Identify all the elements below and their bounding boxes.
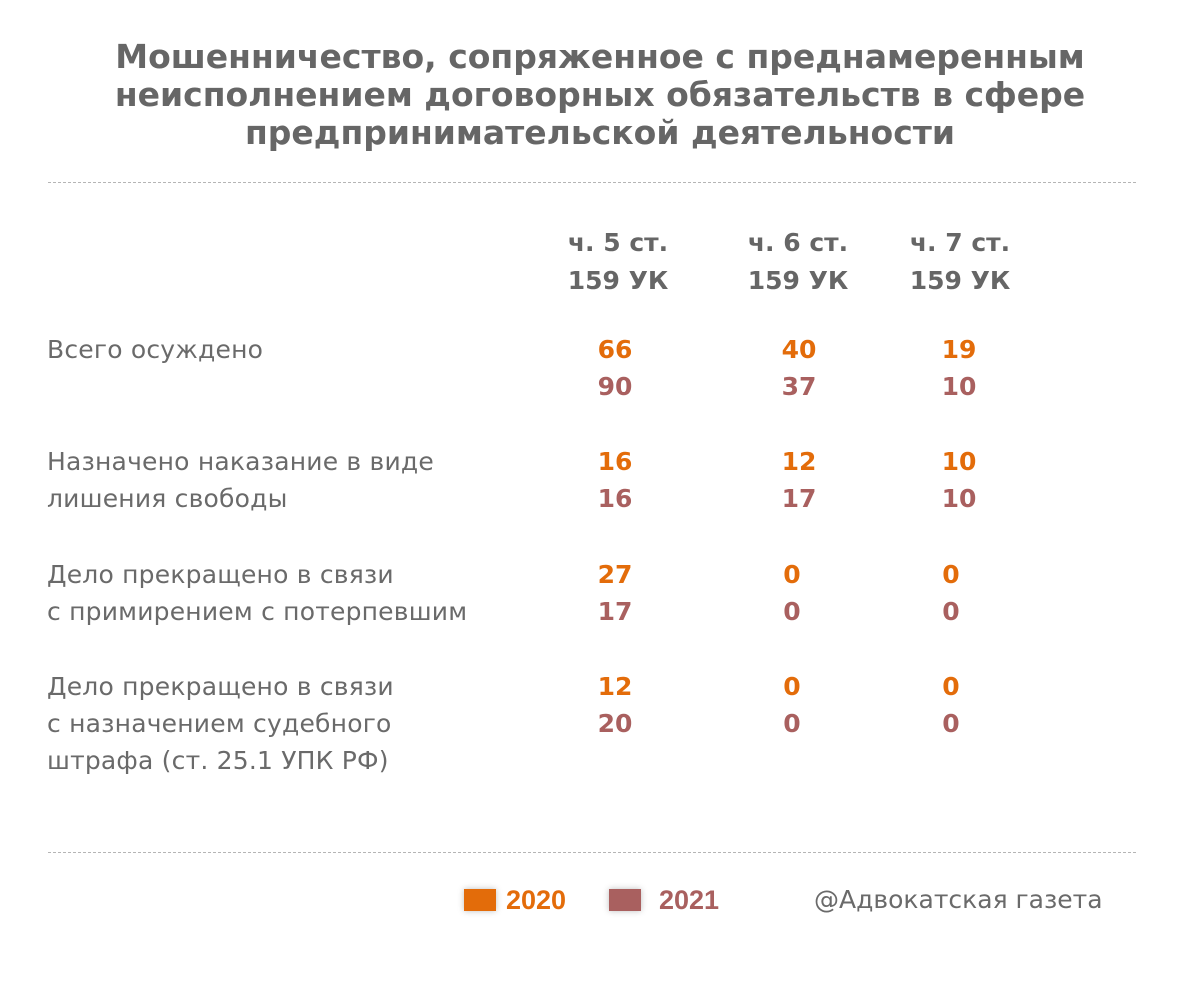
legend-item-2020: 2020 [464, 880, 566, 920]
row-label-court-fine-line-1: Дело прекращено в связи [47, 672, 394, 701]
value-2021-reconciliation-part-5: 17 [597, 597, 633, 626]
chart-title: Мошенничество, сопряженное с преднамерен… [40, 38, 1160, 152]
value-2021-imprisonment-part-7: 10 [941, 484, 977, 513]
value-2020-total-part-6: 40 [781, 335, 817, 364]
value-2021-court-fine-part-5: 20 [597, 709, 633, 738]
value-2020-reconciliation-part-7: 0 [942, 560, 960, 589]
source-credit: @Адвокатская газета [814, 885, 1103, 914]
chart-title-line-2: неисполнением договорных обязательств в … [114, 75, 1086, 114]
value-2020-court-fine-part-6: 0 [783, 672, 801, 701]
value-2021-reconciliation-part-6: 0 [783, 597, 801, 626]
legend-swatch-2021 [609, 889, 641, 911]
bottom-divider [48, 852, 1136, 853]
column-header-part-5-line-1: ч. 5 ст. [567, 228, 669, 257]
column-header-part-6: ч. 6 ст. 159 УК [708, 224, 888, 300]
column-header-part-5: ч. 5 ст. 159 УК [528, 224, 708, 300]
value-2020-court-fine-part-7: 0 [942, 672, 960, 701]
value-2020-imprisonment-part-6: 12 [781, 447, 817, 476]
value-2021-total-part-7: 10 [941, 372, 977, 401]
legend-item-2021: 2021 [609, 880, 719, 920]
value-2021-imprisonment-part-6: 17 [781, 484, 817, 513]
legend-label-2020: 2020 [506, 884, 567, 915]
row-label-court-fine: Дело прекращено в связи с назначением су… [47, 668, 567, 779]
row-label-imprisonment-line-1: Назначено наказание в виде [47, 447, 434, 476]
chart-title-line-3: предпринимательской деятельности [245, 113, 955, 152]
row-label-reconciliation: Дело прекращено в связи с примирением с … [47, 556, 567, 630]
value-2020-total-part-5: 66 [597, 335, 633, 364]
column-header-part-6-line-2: 159 УК [747, 266, 849, 295]
legend-swatch-2020 [464, 889, 496, 911]
column-header-part-5-line-2: 159 УК [567, 266, 669, 295]
row-label-imprisonment-line-2: лишения свободы [47, 484, 288, 513]
column-header-part-6-line-1: ч. 6 ст. [747, 228, 849, 257]
legend-label-2021: 2021 [659, 884, 720, 915]
value-2021-total-part-5: 90 [597, 372, 633, 401]
column-header-part-7: ч. 7 ст. 159 УК [870, 224, 1050, 300]
row-label-total-convicted: Всего осуждено [47, 331, 567, 368]
value-2021-total-part-6: 37 [781, 372, 817, 401]
row-label-imprisonment: Назначено наказание в виде лишения свобо… [47, 443, 567, 517]
row-label-court-fine-line-2: с назначением судебного [47, 709, 392, 738]
value-2020-imprisonment-part-5: 16 [597, 447, 633, 476]
value-2021-court-fine-part-6: 0 [783, 709, 801, 738]
row-label-reconciliation-line-1: Дело прекращено в связи [47, 560, 394, 589]
column-header-part-7-line-1: ч. 7 ст. [909, 228, 1011, 257]
value-2020-reconciliation-part-5: 27 [597, 560, 633, 589]
value-2020-court-fine-part-5: 12 [597, 672, 633, 701]
row-label-total-convicted-line-1: Всего осуждено [47, 335, 264, 364]
value-2021-imprisonment-part-5: 16 [597, 484, 633, 513]
row-label-reconciliation-line-2: с примирением с потерпевшим [47, 597, 468, 626]
row-label-court-fine-line-3: штрафа (ст. 25.1 УПК РФ) [47, 746, 389, 775]
value-2021-reconciliation-part-7: 0 [942, 597, 960, 626]
chart-title-line-1: Мошенничество, сопряженное с преднамерен… [115, 37, 1085, 76]
value-2020-total-part-7: 19 [941, 335, 977, 364]
column-header-part-7-line-2: 159 УК [909, 266, 1011, 295]
value-2021-court-fine-part-7: 0 [942, 709, 960, 738]
value-2020-imprisonment-part-7: 10 [941, 447, 977, 476]
top-divider [48, 182, 1136, 183]
value-2020-reconciliation-part-6: 0 [783, 560, 801, 589]
